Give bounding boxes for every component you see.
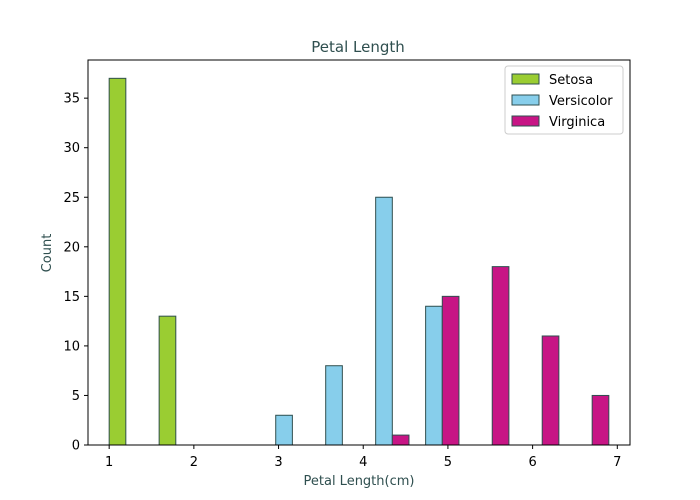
x-axis-label: Petal Length(cm) (304, 474, 415, 489)
y-tick-label: 35 (63, 92, 80, 107)
plot-frame (87, 59, 631, 446)
x-tick-label: 7 (613, 455, 621, 470)
legend-swatch-virginica (511, 115, 540, 127)
legend: Setosa Versicolor Virginica (504, 65, 624, 135)
bar-versicolor-bin-4 (325, 365, 343, 446)
y-axis-label: Count (40, 234, 55, 273)
legend-swatch-versicolor (511, 94, 540, 106)
bar-virginica-bin-6 (441, 295, 460, 446)
bar-versicolor-bin-6 (425, 305, 443, 446)
y-tick-label: 20 (63, 240, 80, 255)
bar-virginica-bin-9 (591, 394, 610, 446)
bar-virginica-bin-5 (391, 434, 410, 446)
legend-label-versicolor: Versicolor (549, 94, 613, 109)
y-tick-label: 25 (63, 191, 80, 206)
legend-label-setosa: Setosa (549, 73, 593, 88)
y-tick-label: 15 (63, 290, 80, 305)
bar-versicolor-bin-5 (375, 196, 393, 446)
y-tick-label: 5 (72, 389, 80, 404)
y-axis: 0 5 10 15 20 25 30 35 (63, 92, 88, 454)
x-tick-label: 4 (359, 455, 367, 470)
y-tick-label: 10 (63, 339, 80, 354)
y-tick-label: 0 (72, 439, 80, 454)
bar-setosa-bin-0 (108, 77, 127, 446)
chart-title: Petal Length (311, 38, 405, 56)
bars-group (108, 77, 610, 446)
x-tick-label: 6 (528, 455, 536, 470)
bar-virginica-bin-8 (541, 335, 560, 446)
bar-setosa-bin-1 (158, 315, 177, 446)
legend-swatch-setosa (511, 73, 540, 85)
x-tick-label: 5 (444, 455, 452, 470)
x-tick-label: 3 (274, 455, 282, 470)
x-tick-label: 2 (190, 455, 198, 470)
bar-versicolor-bin-3 (275, 414, 293, 446)
x-tick-label: 1 (105, 455, 113, 470)
bar-virginica-bin-7 (491, 266, 510, 446)
legend-label-virginica: Virginica (549, 115, 605, 130)
x-axis: 1 2 3 4 5 6 7 (105, 445, 621, 470)
y-tick-label: 30 (63, 141, 80, 156)
